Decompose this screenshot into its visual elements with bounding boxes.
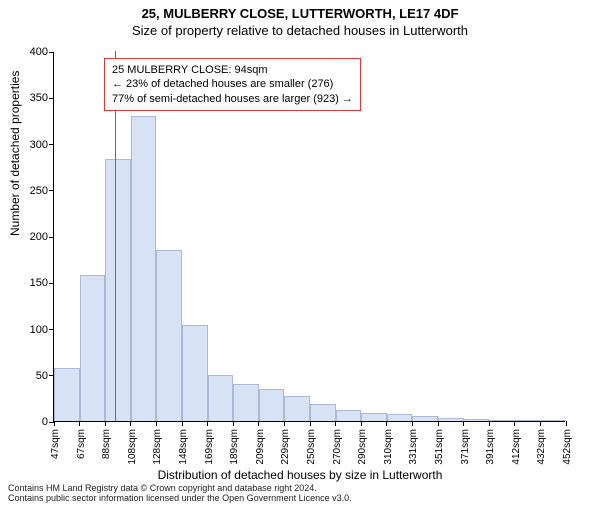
y-tick-label: 200 <box>30 231 48 243</box>
x-tick-label: 412sqm <box>511 429 522 465</box>
x-tick-label: 371sqm <box>460 429 471 465</box>
x-tick-label: 108sqm <box>127 429 138 465</box>
x-tick-mark <box>284 421 285 426</box>
histogram-bar <box>464 419 490 421</box>
x-tick-label: 67sqm <box>76 429 87 459</box>
x-tick-mark <box>79 421 80 426</box>
y-tick-label: 150 <box>30 277 48 289</box>
x-tick-label: 452sqm <box>562 429 573 465</box>
x-tick-label: 250sqm <box>306 429 317 465</box>
x-tick-label: 209sqm <box>255 429 266 465</box>
y-tick-mark <box>49 237 54 238</box>
histogram-bar <box>105 159 131 421</box>
x-tick-mark <box>233 421 234 426</box>
y-tick-label: 0 <box>42 416 48 428</box>
y-tick-label: 50 <box>36 370 48 382</box>
x-tick-mark <box>156 421 157 426</box>
x-tick-label: 128sqm <box>152 429 163 465</box>
x-tick-mark <box>54 421 55 426</box>
footer-line-2: Contains public sector information licen… <box>8 494 352 504</box>
x-tick-label: 310sqm <box>383 429 394 465</box>
x-tick-mark <box>310 421 311 426</box>
x-tick-mark <box>438 421 439 426</box>
x-tick-label: 432sqm <box>536 429 547 465</box>
x-tick-label: 351sqm <box>434 429 445 465</box>
histogram-bar <box>361 413 387 421</box>
x-tick-label: 189sqm <box>229 429 240 465</box>
y-tick-label: 350 <box>30 92 48 104</box>
histogram-bar <box>182 325 208 421</box>
y-tick-mark <box>49 144 54 145</box>
x-tick-label: 169sqm <box>204 429 215 465</box>
y-tick-label: 250 <box>30 185 48 197</box>
x-tick-mark <box>412 421 413 426</box>
x-tick-label: 290sqm <box>357 429 368 465</box>
info-line-1: 25 MULBERRY CLOSE: 94sqm <box>112 63 353 77</box>
x-tick-mark <box>182 421 183 426</box>
x-tick-mark <box>463 421 464 426</box>
y-tick-mark <box>49 329 54 330</box>
chart-area: 25 MULBERRY CLOSE: 94sqm← 23% of detache… <box>53 52 565 422</box>
x-tick-mark <box>566 421 567 426</box>
chart-supertitle: 25, MULBERRY CLOSE, LUTTERWORTH, LE17 4D… <box>0 6 600 21</box>
x-tick-mark <box>335 421 336 426</box>
chart-subtitle: Size of property relative to detached ho… <box>0 23 600 38</box>
histogram-bar <box>208 375 234 421</box>
x-tick-mark <box>105 421 106 426</box>
histogram-bar <box>489 420 515 421</box>
histogram-bar <box>131 116 157 421</box>
y-tick-mark <box>49 283 54 284</box>
histogram-bar <box>515 420 541 421</box>
x-tick-mark <box>361 421 362 426</box>
x-tick-label: 47sqm <box>50 429 61 459</box>
x-tick-mark <box>540 421 541 426</box>
x-tick-label: 331sqm <box>408 429 419 465</box>
y-tick-mark <box>49 190 54 191</box>
x-tick-label: 391sqm <box>485 429 496 465</box>
x-tick-mark <box>386 421 387 426</box>
y-tick-label: 300 <box>30 139 48 151</box>
x-tick-mark <box>130 421 131 426</box>
property-info-box: 25 MULBERRY CLOSE: 94sqm← 23% of detache… <box>104 58 361 111</box>
histogram-bar <box>336 410 362 421</box>
x-tick-mark <box>258 421 259 426</box>
y-tick-mark <box>49 52 54 53</box>
histogram-bar <box>310 404 336 421</box>
x-tick-mark <box>514 421 515 426</box>
x-tick-label: 270sqm <box>332 429 343 465</box>
histogram-bar <box>540 420 566 421</box>
info-line-2: ← 23% of detached houses are smaller (27… <box>112 77 353 91</box>
histogram-bar <box>233 384 259 421</box>
y-axis-label: Number of detached properties <box>8 71 22 236</box>
x-tick-mark <box>489 421 490 426</box>
y-tick-mark <box>49 98 54 99</box>
x-tick-mark <box>207 421 208 426</box>
info-line-3: 77% of semi-detached houses are larger (… <box>112 92 353 106</box>
y-tick-label: 100 <box>30 324 48 336</box>
y-tick-label: 400 <box>30 46 48 58</box>
histogram-bar <box>284 396 310 421</box>
x-tick-label: 88sqm <box>101 429 112 459</box>
plot-area: 25 MULBERRY CLOSE: 94sqm← 23% of detache… <box>53 52 565 422</box>
attribution-footer: Contains HM Land Registry data © Crown c… <box>8 484 352 504</box>
histogram-bar <box>412 416 438 421</box>
histogram-bar <box>259 389 285 421</box>
histogram-bar <box>438 418 464 421</box>
histogram-bar <box>156 250 182 421</box>
histogram-bar <box>54 368 80 421</box>
x-tick-label: 229sqm <box>280 429 291 465</box>
histogram-bar <box>80 275 106 421</box>
x-tick-label: 148sqm <box>178 429 189 465</box>
x-axis-label: Distribution of detached houses by size … <box>0 468 600 482</box>
histogram-bar <box>387 414 413 421</box>
